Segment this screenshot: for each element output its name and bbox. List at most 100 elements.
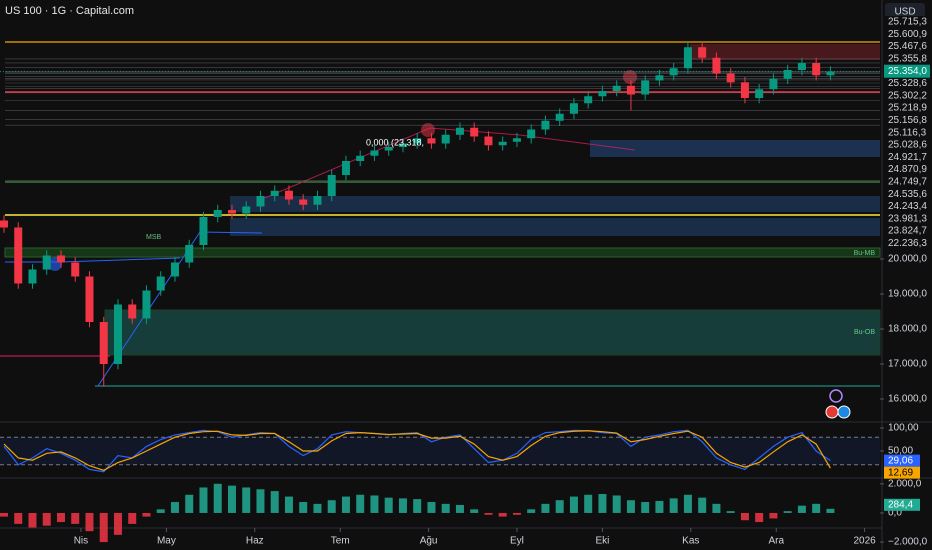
candle-body [569, 103, 578, 114]
histogram-bar [612, 495, 621, 513]
candle-body [256, 196, 265, 207]
level-label: 25.600,9 [888, 29, 927, 40]
histogram-bar [71, 512, 80, 524]
histogram-bar [99, 512, 108, 543]
candle-body [341, 161, 350, 176]
histogram-bar [299, 502, 308, 513]
candle-body [199, 217, 208, 246]
level-label: 25.328,6 [888, 78, 927, 89]
histogram-bar [128, 512, 137, 524]
histogram-bar [185, 494, 194, 513]
candle-body [313, 196, 322, 205]
histogram-bar [427, 502, 436, 513]
level-label-bg [884, 40, 930, 53]
candle-body [213, 210, 222, 218]
level-label-bg [884, 77, 930, 90]
y-tick-label: 17.000,0 [888, 359, 927, 370]
y-tick-label: −2.000,0 [888, 537, 928, 548]
candle-body [156, 276, 165, 291]
candle-body [626, 85, 635, 95]
histogram-bar [797, 505, 806, 513]
level-label-bg [884, 126, 930, 139]
level-label-bg [884, 102, 930, 115]
level-label: 25.302,2 [888, 90, 927, 101]
level-label-bg [884, 188, 930, 201]
histogram-bar [484, 512, 493, 515]
candle-body [755, 89, 764, 99]
annotation: 0,000 (23,318, [366, 137, 424, 147]
histogram-bar [498, 512, 507, 517]
histogram-bar [398, 498, 407, 513]
candle-body [85, 276, 94, 323]
candle-body [683, 47, 692, 69]
candle-body [740, 82, 749, 99]
candle-body [299, 199, 308, 205]
candle-body [113, 304, 122, 365]
candle-body [669, 68, 678, 76]
y-tick-label: 2.000,0 [888, 478, 922, 489]
histogram-bar [256, 489, 265, 513]
histogram-bar [313, 503, 322, 513]
candle-body [655, 75, 664, 81]
level-label-bg [884, 52, 930, 65]
histogram-bar [569, 496, 578, 513]
histogram-bar [227, 485, 236, 513]
candle-body [783, 70, 792, 79]
mb-zone [4, 247, 881, 258]
currency-label[interactable]: USD [894, 7, 915, 18]
y-tick-label: 50,00 [888, 446, 913, 457]
candle-body [413, 138, 422, 144]
x-tick-label: Kas [682, 536, 699, 547]
histogram-bar [113, 512, 122, 535]
level-label: 25.355,8 [888, 54, 927, 65]
last-price-box [884, 64, 930, 78]
histogram-bar [527, 509, 536, 513]
y-tick-label: 19.000,0 [888, 289, 927, 300]
candle-body [71, 262, 80, 277]
x-tick-label: Tem [331, 536, 350, 547]
event-icon[interactable] [825, 405, 839, 419]
histogram-bar [826, 508, 835, 513]
candle-body [555, 113, 564, 121]
histogram-bar [698, 497, 707, 513]
annotation: MSB [146, 234, 162, 241]
x-tick-label: Ara [768, 536, 784, 547]
level-label: 24.921,7 [888, 152, 927, 163]
level-label: 25.715,3 [888, 17, 927, 28]
histogram-bar [655, 500, 664, 513]
level-label-bg [884, 163, 930, 176]
y-tick-label: 100,00 [888, 423, 919, 434]
histogram-bar [0, 512, 8, 517]
candle-body [612, 85, 621, 92]
histogram-bar [512, 512, 521, 515]
candle-body [185, 245, 194, 263]
histogram-bar [28, 512, 37, 528]
candle-body [56, 255, 65, 263]
candle-body [42, 255, 51, 270]
histogram-bar [669, 498, 678, 513]
histogram-bar [584, 494, 593, 513]
level-label-bg [884, 212, 930, 225]
histogram-bar [598, 494, 607, 513]
event-icon[interactable] [829, 389, 843, 403]
supply-zone [690, 44, 880, 60]
candle-body [384, 147, 393, 151]
candle-body [812, 63, 821, 76]
candle-body [641, 80, 650, 95]
candle-body [826, 71, 835, 76]
candle-body [584, 96, 593, 104]
candle-body [441, 134, 450, 144]
histogram-bar [42, 512, 51, 526]
level-label-bg [884, 139, 930, 151]
level-label-bg [884, 175, 930, 188]
histogram-bar [85, 512, 94, 532]
oscillator-line [3, 429, 831, 473]
histogram-bar [14, 512, 23, 524]
level-label: 25.116,3 [888, 127, 927, 138]
event-icon[interactable] [837, 405, 851, 419]
histogram-bar [470, 509, 479, 513]
histogram-bar [242, 487, 251, 513]
ob-zone [104, 309, 881, 356]
